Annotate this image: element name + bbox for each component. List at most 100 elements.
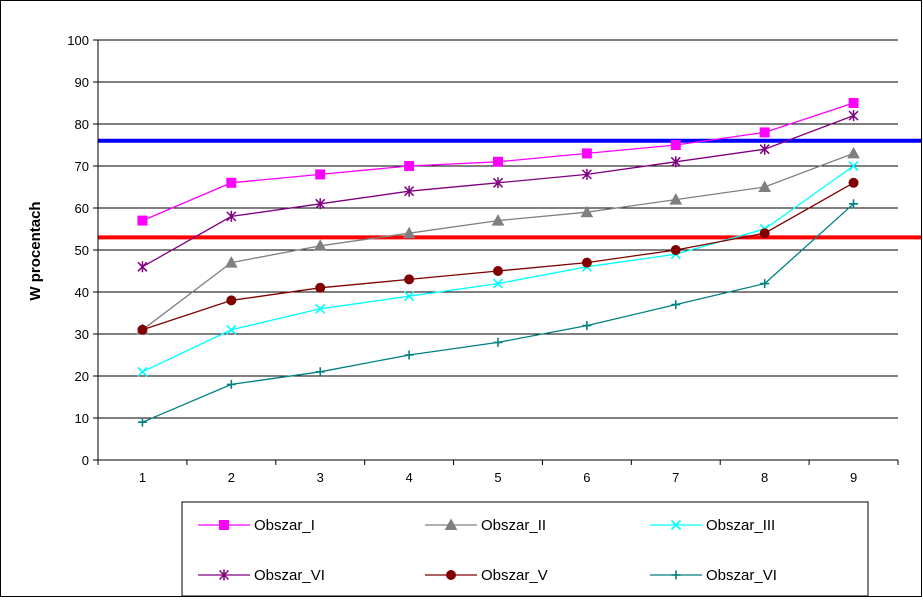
data-point [492,278,504,289]
data-point [848,177,859,188]
legend-item: Obszar_V [425,567,548,584]
legend-marker [670,519,682,531]
y-tick-label: 60 [75,201,89,216]
legend-label: Obszar_VI [706,567,777,584]
legend-marker [219,520,229,530]
series-lines [136,98,860,427]
data-point [671,300,681,310]
data-point [313,239,327,251]
data-point [226,379,236,389]
y-tick-label: 70 [75,159,89,174]
gridlines [98,39,898,419]
y-axis-label: W procentach [27,201,44,300]
legend-label: Obszar_III [706,517,775,534]
data-point [404,274,415,285]
data-point [581,168,592,180]
data-point [581,148,592,159]
data-point [847,146,860,159]
data-point [493,337,503,347]
reference-lines [98,138,921,240]
data-point [849,199,859,209]
legend-marker [671,570,681,580]
y-tick-label: 90 [75,75,89,90]
legend-marker [444,518,458,530]
legend-item: Obszar_III [650,517,775,534]
data-point [137,261,148,273]
data-point [315,198,326,210]
data-point [226,210,237,222]
data-point [581,257,592,268]
x-tick-label: 9 [850,470,857,485]
legend-label: Obszar_VI [254,567,325,584]
axes: 0 10 20 30 40 50 60 70 80 90 100 1 2 3 4 5 6 7 8 9 [67,33,899,485]
x-tick-label: 4 [405,470,412,485]
data-point [759,143,770,155]
data-point [315,303,326,314]
series-3 [137,160,859,377]
data-point [492,177,504,189]
data-point [404,350,414,360]
data-point [137,215,148,226]
data-point [315,367,325,377]
data-point [848,110,859,122]
y-tick-label: 0 [82,453,89,468]
x-tick-label: 6 [583,470,590,485]
x-tick-label: 3 [317,470,324,485]
y-tick-label: 40 [75,285,89,300]
legend-label: Obszar_II [481,517,546,534]
legend-label: Obszar_V [481,567,548,584]
series-6 [137,199,859,427]
data-point [670,156,681,168]
x-tick-label: 1 [139,470,146,485]
legend-item: Obszar_VI [650,567,777,584]
x-tick-label: 8 [761,470,768,485]
data-point [493,266,503,276]
legend-box [181,501,869,597]
legend: Obszar_I Obszar_II Obszar_III Obszar_VI Obsz… [181,501,869,597]
data-point [226,295,237,306]
data-point [491,214,505,226]
y-tick-label: 100 [67,33,89,48]
data-point [848,98,859,108]
data-point [760,279,770,289]
y-tick-label: 50 [75,243,89,258]
y-tick-label: 30 [75,327,89,342]
data-point [580,205,594,218]
data-point [848,160,859,172]
data-point [493,156,503,167]
legend-item: Obszar_II [425,517,546,534]
data-point [226,177,237,188]
data-point [402,226,416,239]
data-point [759,228,770,239]
x-tick-label: 2 [228,470,235,485]
x-tick-label: 7 [672,470,679,485]
y-tick-label: 80 [75,117,89,132]
legend-label: Obszar_I [254,517,315,534]
data-point [670,245,681,255]
data-point [759,127,770,138]
data-point [137,324,148,335]
series-5 [137,177,859,335]
y-tick-label: 10 [75,411,89,426]
data-point [404,185,415,197]
data-point [226,324,237,335]
legend-marker [446,570,456,580]
series-1 [137,98,859,226]
legend-item: Obszar_VI [198,567,325,584]
data-point [224,256,238,268]
data-point [758,180,772,192]
data-point [315,169,326,180]
legend-marker [218,569,230,581]
series-4 [137,110,859,273]
data-point [669,193,683,205]
data-point [404,161,415,171]
data-point [404,291,415,302]
legend-item: Obszar_I [198,517,315,534]
data-point [137,366,148,377]
x-tick-label: 5 [494,470,501,485]
data-point [137,417,147,427]
data-point [582,321,592,331]
